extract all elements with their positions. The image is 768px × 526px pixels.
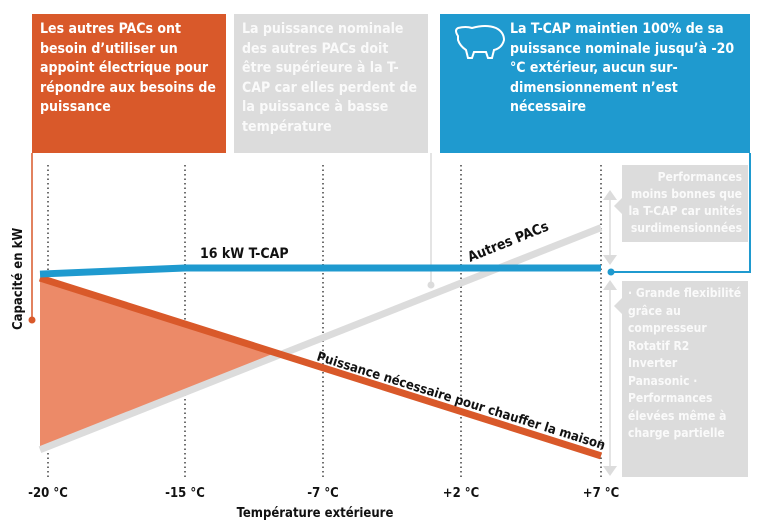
backup-gap-area <box>40 278 281 450</box>
oversize-arrow-head <box>603 190 617 200</box>
backup-connector-dot <box>28 316 36 324</box>
callout-text: La puissance nominale des autres PACs do… <box>242 21 418 135</box>
oversize-arrow-head <box>603 255 617 265</box>
note-pointer <box>614 298 622 314</box>
x-tick-label: -15 °C <box>165 486 205 501</box>
note-flexibility: · Grande flexibilité grâce au compresseu… <box>622 281 748 477</box>
note-text: Performances moins bonnes que la T-CAP c… <box>628 170 742 235</box>
x-tick-label: +7 °C <box>583 486 619 501</box>
series-line <box>39 264 601 278</box>
x-tick-label: -20 °C <box>28 486 68 501</box>
note-pointer <box>614 198 622 214</box>
series-line <box>38 274 603 460</box>
tcap-connector <box>611 153 751 273</box>
series-label-tcap: 16 kW T-CAP <box>200 246 289 262</box>
callout-text: La T-CAP maintien 100% de sa puissance n… <box>510 21 735 115</box>
flex-arrow-head <box>603 280 617 290</box>
callout-other-pacs-nominal: La puissance nominale des autres PACs do… <box>234 14 428 153</box>
series-label-others: Autres PACs <box>466 219 552 266</box>
note-text: · Grande flexibilité grâce au compresseu… <box>628 286 742 440</box>
tcap-connector-dot <box>607 268 615 276</box>
flex-arrow-head <box>603 466 617 476</box>
series-label-required: Puissance nécessaire pour chauffer la ma… <box>315 349 607 453</box>
note-oversized: Performances moins bonnes que la T-CAP c… <box>622 165 748 242</box>
y-axis-label: Capacité en kW <box>11 228 26 330</box>
callout-text: Les autres PACs ont besoin d’utiliser un… <box>40 21 216 115</box>
x-axis-label: Température extérieure <box>237 506 394 521</box>
callout-other-pacs-backup: Les autres PACs ont besoin d’utiliser un… <box>32 14 226 153</box>
x-tick-label: +2 °C <box>443 486 479 501</box>
piggy-bank-icon <box>455 25 506 59</box>
x-tick-label: -7 °C <box>307 486 339 501</box>
nominal-connector-dot <box>427 281 435 289</box>
callout-tcap: La T-CAP maintien 100% de sa puissance n… <box>440 14 750 153</box>
